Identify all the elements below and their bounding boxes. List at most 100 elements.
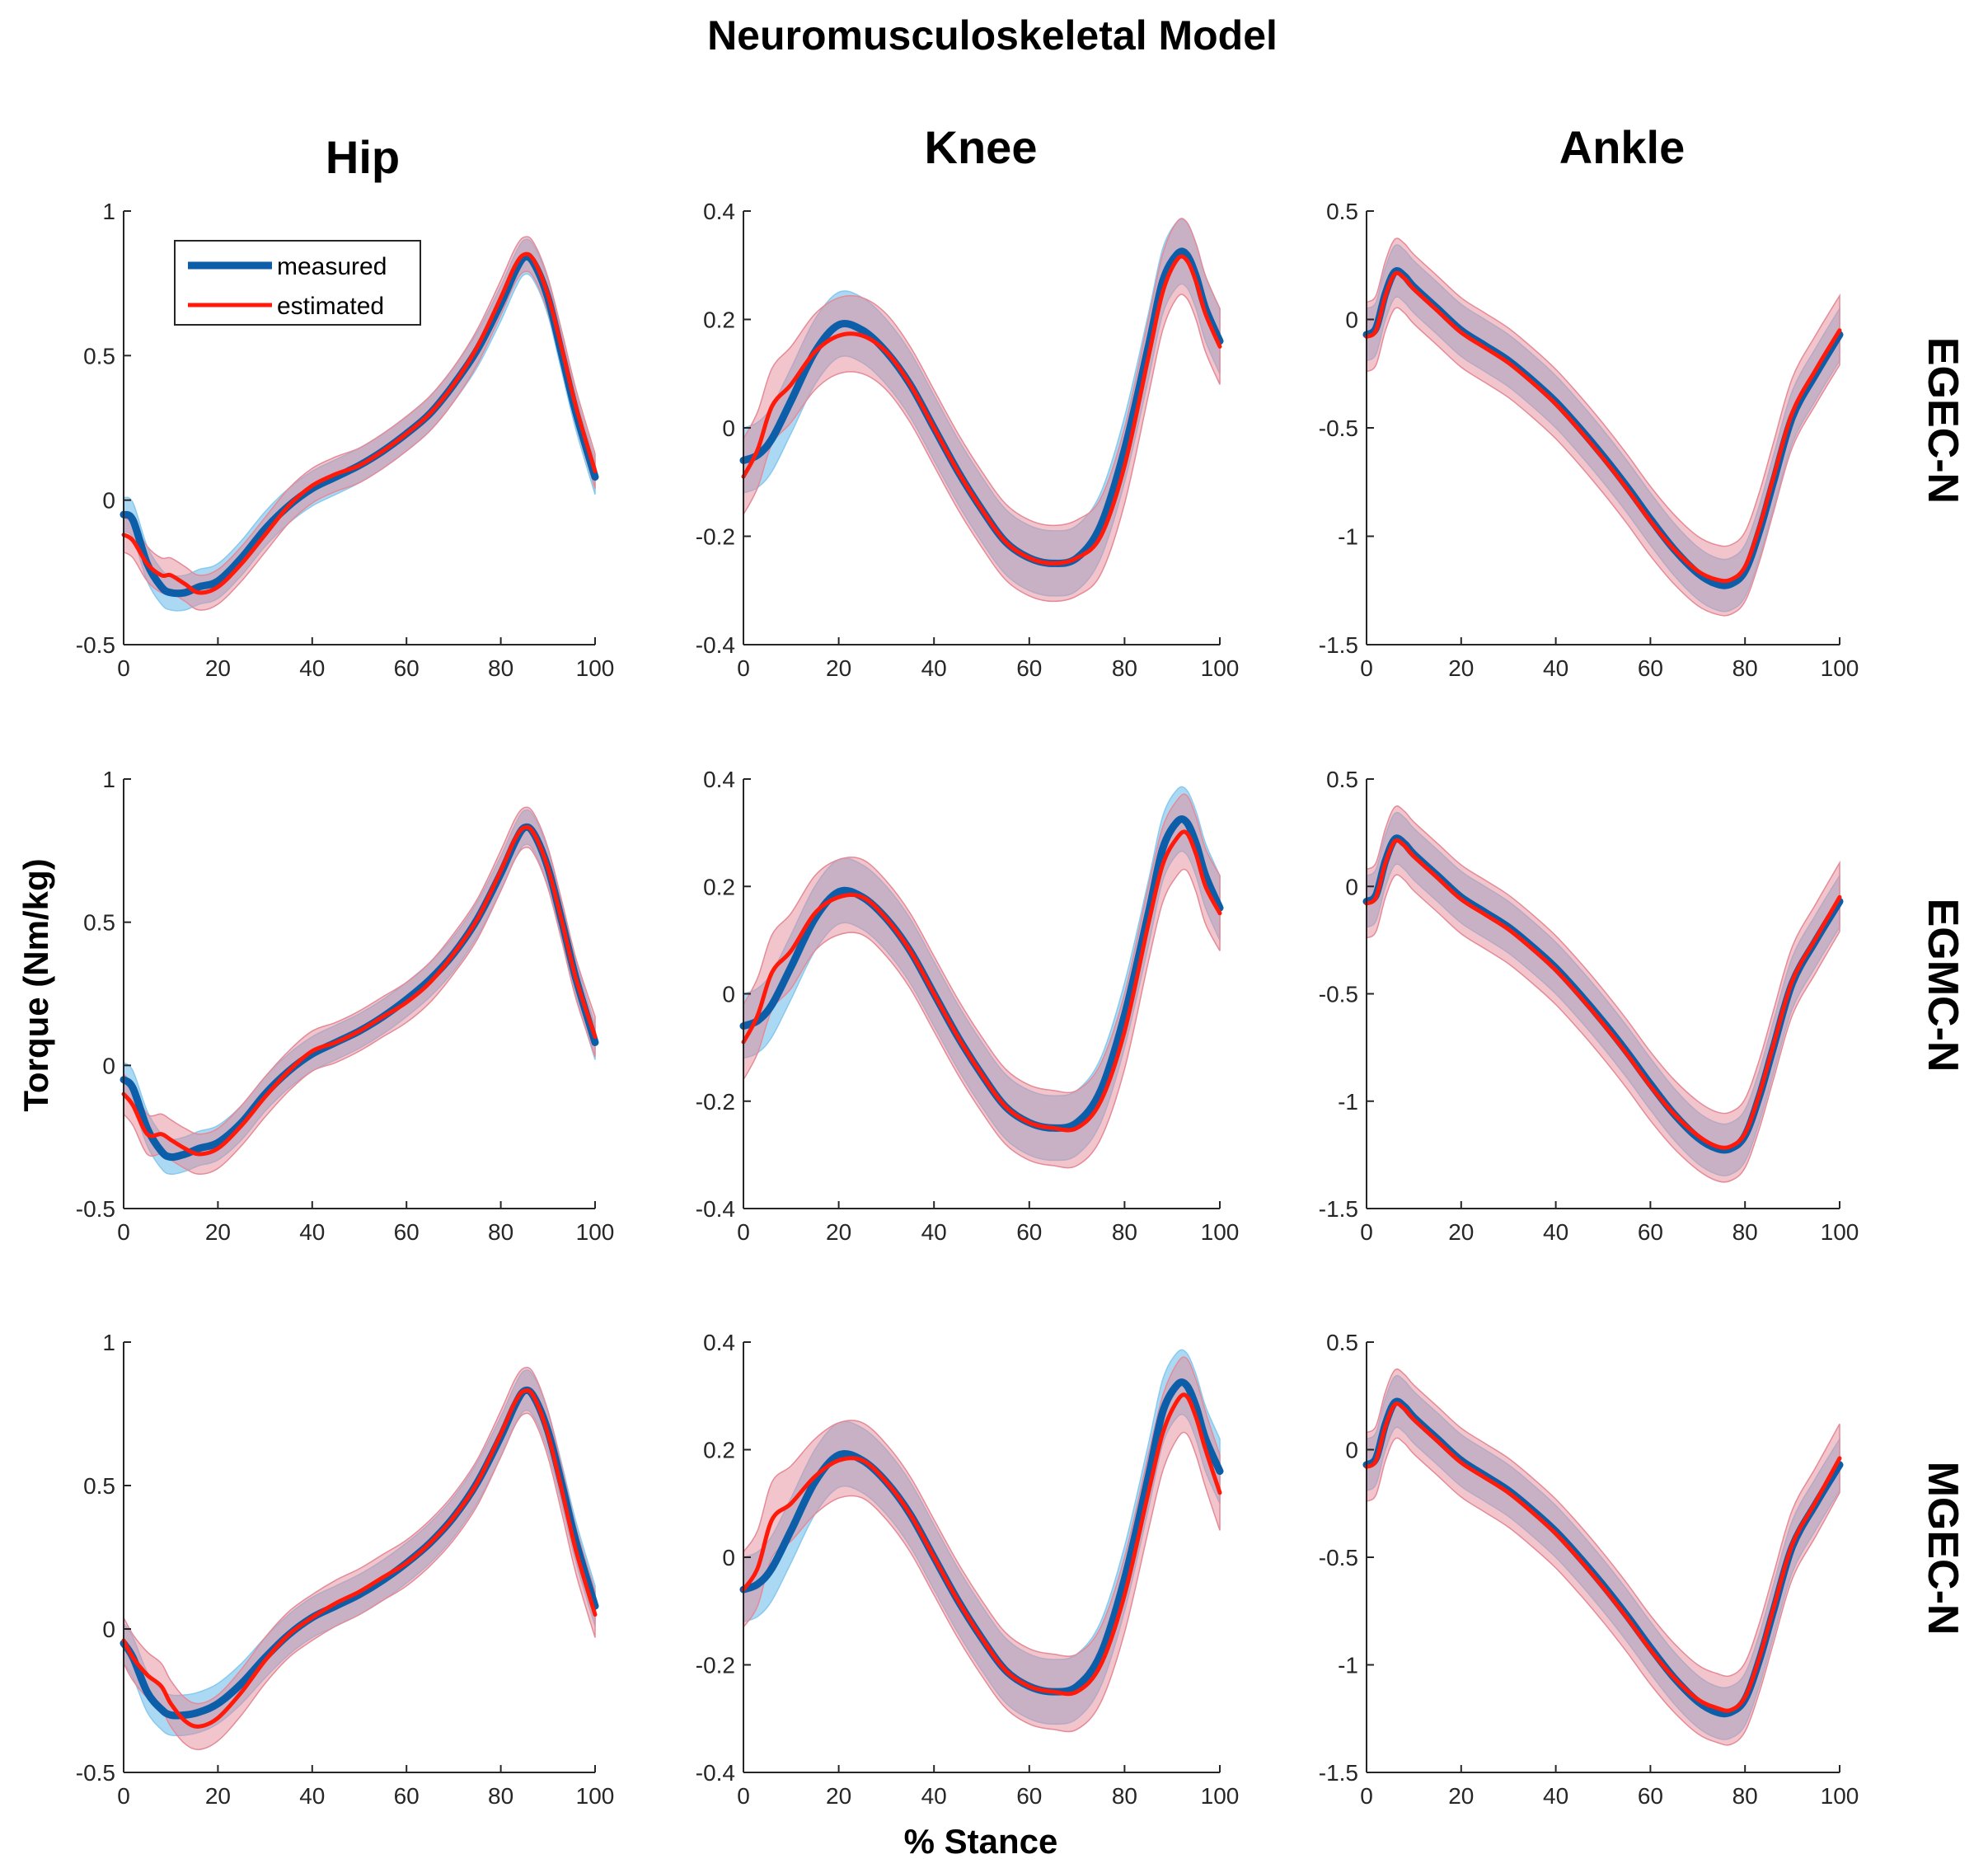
x-tick-label: 80: [1112, 1219, 1137, 1245]
y-tick-label: 0: [722, 1545, 735, 1570]
band-estimated: [1366, 237, 1840, 617]
x-tick-label: 60: [1638, 1783, 1663, 1809]
y-tick-label: -1: [1338, 524, 1358, 550]
y-tick-label: 0: [722, 415, 735, 441]
y-tick-label: 0.5: [83, 910, 115, 936]
x-tick-label: 0: [737, 1783, 750, 1809]
y-tick-label: 0.4: [703, 767, 735, 792]
x-tick-label: 80: [488, 655, 513, 681]
x-tick-label: 20: [205, 655, 231, 681]
x-tick-label: 100: [1201, 1219, 1240, 1245]
x-tick-label: 60: [394, 1219, 420, 1245]
y-axis-label: Torque (Nm/kg): [16, 858, 55, 1111]
band-estimated: [743, 218, 1221, 603]
y-tick-label: 0.2: [703, 874, 735, 899]
x-tick-label: 20: [826, 1783, 851, 1809]
legend-measured-label: measured: [277, 253, 387, 280]
series-line-estimated: [121, 251, 598, 595]
series-line-measured: [120, 823, 599, 1162]
y-tick-label: -0.2: [696, 1089, 735, 1115]
y-tick-label: -0.5: [1319, 415, 1358, 441]
y-tick-label: 0.5: [1326, 767, 1358, 792]
y-tick-label: 0.4: [703, 199, 735, 224]
x-tick-label: 20: [1448, 655, 1474, 681]
x-tick-label: 80: [1112, 1783, 1137, 1809]
y-tick-label: -1.5: [1319, 1196, 1358, 1222]
y-tick-label: 0: [102, 1617, 115, 1642]
x-tick-label: 80: [1112, 655, 1137, 681]
y-tick-label: 0.2: [703, 1438, 735, 1463]
x-tick-label: 80: [1732, 1219, 1758, 1245]
x-tick-label: 20: [1448, 1219, 1474, 1245]
band-estimated: [1366, 1368, 1840, 1746]
column-title-knee: Knee: [925, 121, 1038, 173]
panel-hip-egec-n: -0.500.510 20 40 60 80 100: [76, 199, 615, 681]
x-tick-label: 0: [1360, 655, 1373, 681]
band-estimated: [1366, 805, 1840, 1183]
x-tick-label: 80: [488, 1219, 513, 1245]
legend-box: [174, 240, 421, 326]
x-tick-label: 40: [299, 1219, 325, 1245]
band-estimated: [123, 236, 596, 611]
y-tick-label: 0.5: [1326, 1330, 1358, 1355]
y-tick-label: 0: [1345, 1438, 1358, 1463]
series-line-estimated: [1364, 838, 1842, 1150]
x-tick-label: 80: [1732, 655, 1758, 681]
legend-estimated-label: estimated: [277, 293, 384, 320]
y-tick-label: -0.2: [696, 524, 735, 550]
band-estimated: [123, 1366, 596, 1750]
x-tick-label: 100: [1821, 1783, 1859, 1809]
y-tick-label: -0.5: [1319, 1545, 1358, 1570]
y-tick-label: 0: [1345, 874, 1358, 899]
x-tick-label: 100: [1821, 655, 1859, 681]
x-axis-label: % Stance: [904, 1822, 1058, 1861]
y-tick-label: -0.5: [76, 1196, 115, 1222]
y-tick-label: -1: [1338, 1089, 1358, 1115]
x-tick-label: 20: [205, 1219, 231, 1245]
x-tick-label: 0: [117, 655, 130, 681]
y-tick-label: 0: [102, 1053, 115, 1078]
x-tick-label: 0: [1360, 1219, 1373, 1245]
panel-knee-mgec-n: -0.4 -0.2 0 0.2 0.4 0 20 40 60 80 100: [696, 1330, 1240, 1809]
y-tick-label: -1: [1338, 1653, 1358, 1678]
x-tick-label: 40: [1543, 1219, 1568, 1245]
row-label-egec-n: EGEC-N: [1919, 337, 1967, 504]
series-line-estimated: [121, 824, 598, 1157]
x-tick-label: 40: [299, 655, 325, 681]
x-tick-label: 40: [299, 1783, 325, 1809]
y-tick-label: 0: [102, 488, 115, 514]
y-tick-label: 1: [102, 767, 115, 792]
legend: measured estimated: [174, 240, 421, 326]
y-tick-label: 0: [1345, 307, 1358, 333]
band-measured: [123, 1369, 596, 1737]
y-tick-label: -0.5: [76, 632, 115, 658]
x-tick-label: 40: [921, 1783, 947, 1809]
panel-hip-egmc-n: -0.500.510 20 40 60 80 100: [76, 767, 615, 1245]
x-tick-label: 40: [1543, 655, 1568, 681]
panel-hip-mgec-n: -0.500.510 20 40 60 80 100: [76, 1330, 615, 1809]
panel-knee-egec-n: -0.4 -0.2 0 0.2 0.4 0 20 40 60 80 100: [696, 199, 1240, 681]
y-tick-label: 0.2: [703, 307, 735, 333]
series-line-estimated: [741, 829, 1222, 1133]
x-tick-label: 60: [1016, 1783, 1042, 1809]
y-tick-label: -1.5: [1319, 1760, 1358, 1786]
x-tick-label: 40: [1543, 1783, 1568, 1809]
x-tick-label: 20: [826, 655, 851, 681]
x-tick-label: 40: [921, 1219, 947, 1245]
x-tick-label: 100: [1201, 655, 1240, 681]
series-line-estimated: [741, 1392, 1222, 1697]
series-line-estimated: [741, 254, 1222, 566]
x-tick-label: 20: [205, 1783, 231, 1809]
x-tick-label: 100: [576, 655, 615, 681]
panel-ankle-egmc-n: -1.5 -1 -0.5 0 0.5 0 20 40 60 80 100: [1319, 767, 1859, 1245]
x-tick-label: 80: [1732, 1783, 1758, 1809]
panel-ankle-mgec-n: -1.5 -1 -0.5 0 0.5 0 20 40 60 80 100: [1319, 1330, 1859, 1809]
x-tick-label: 80: [488, 1783, 513, 1809]
x-tick-label: 60: [1016, 655, 1042, 681]
series-line-measured: [120, 1386, 599, 1720]
x-tick-label: 20: [1448, 1783, 1474, 1809]
x-tick-label: 60: [1016, 1219, 1042, 1245]
band-estimated: [743, 793, 1221, 1169]
x-tick-label: 0: [117, 1219, 130, 1245]
x-tick-label: 100: [576, 1219, 615, 1245]
